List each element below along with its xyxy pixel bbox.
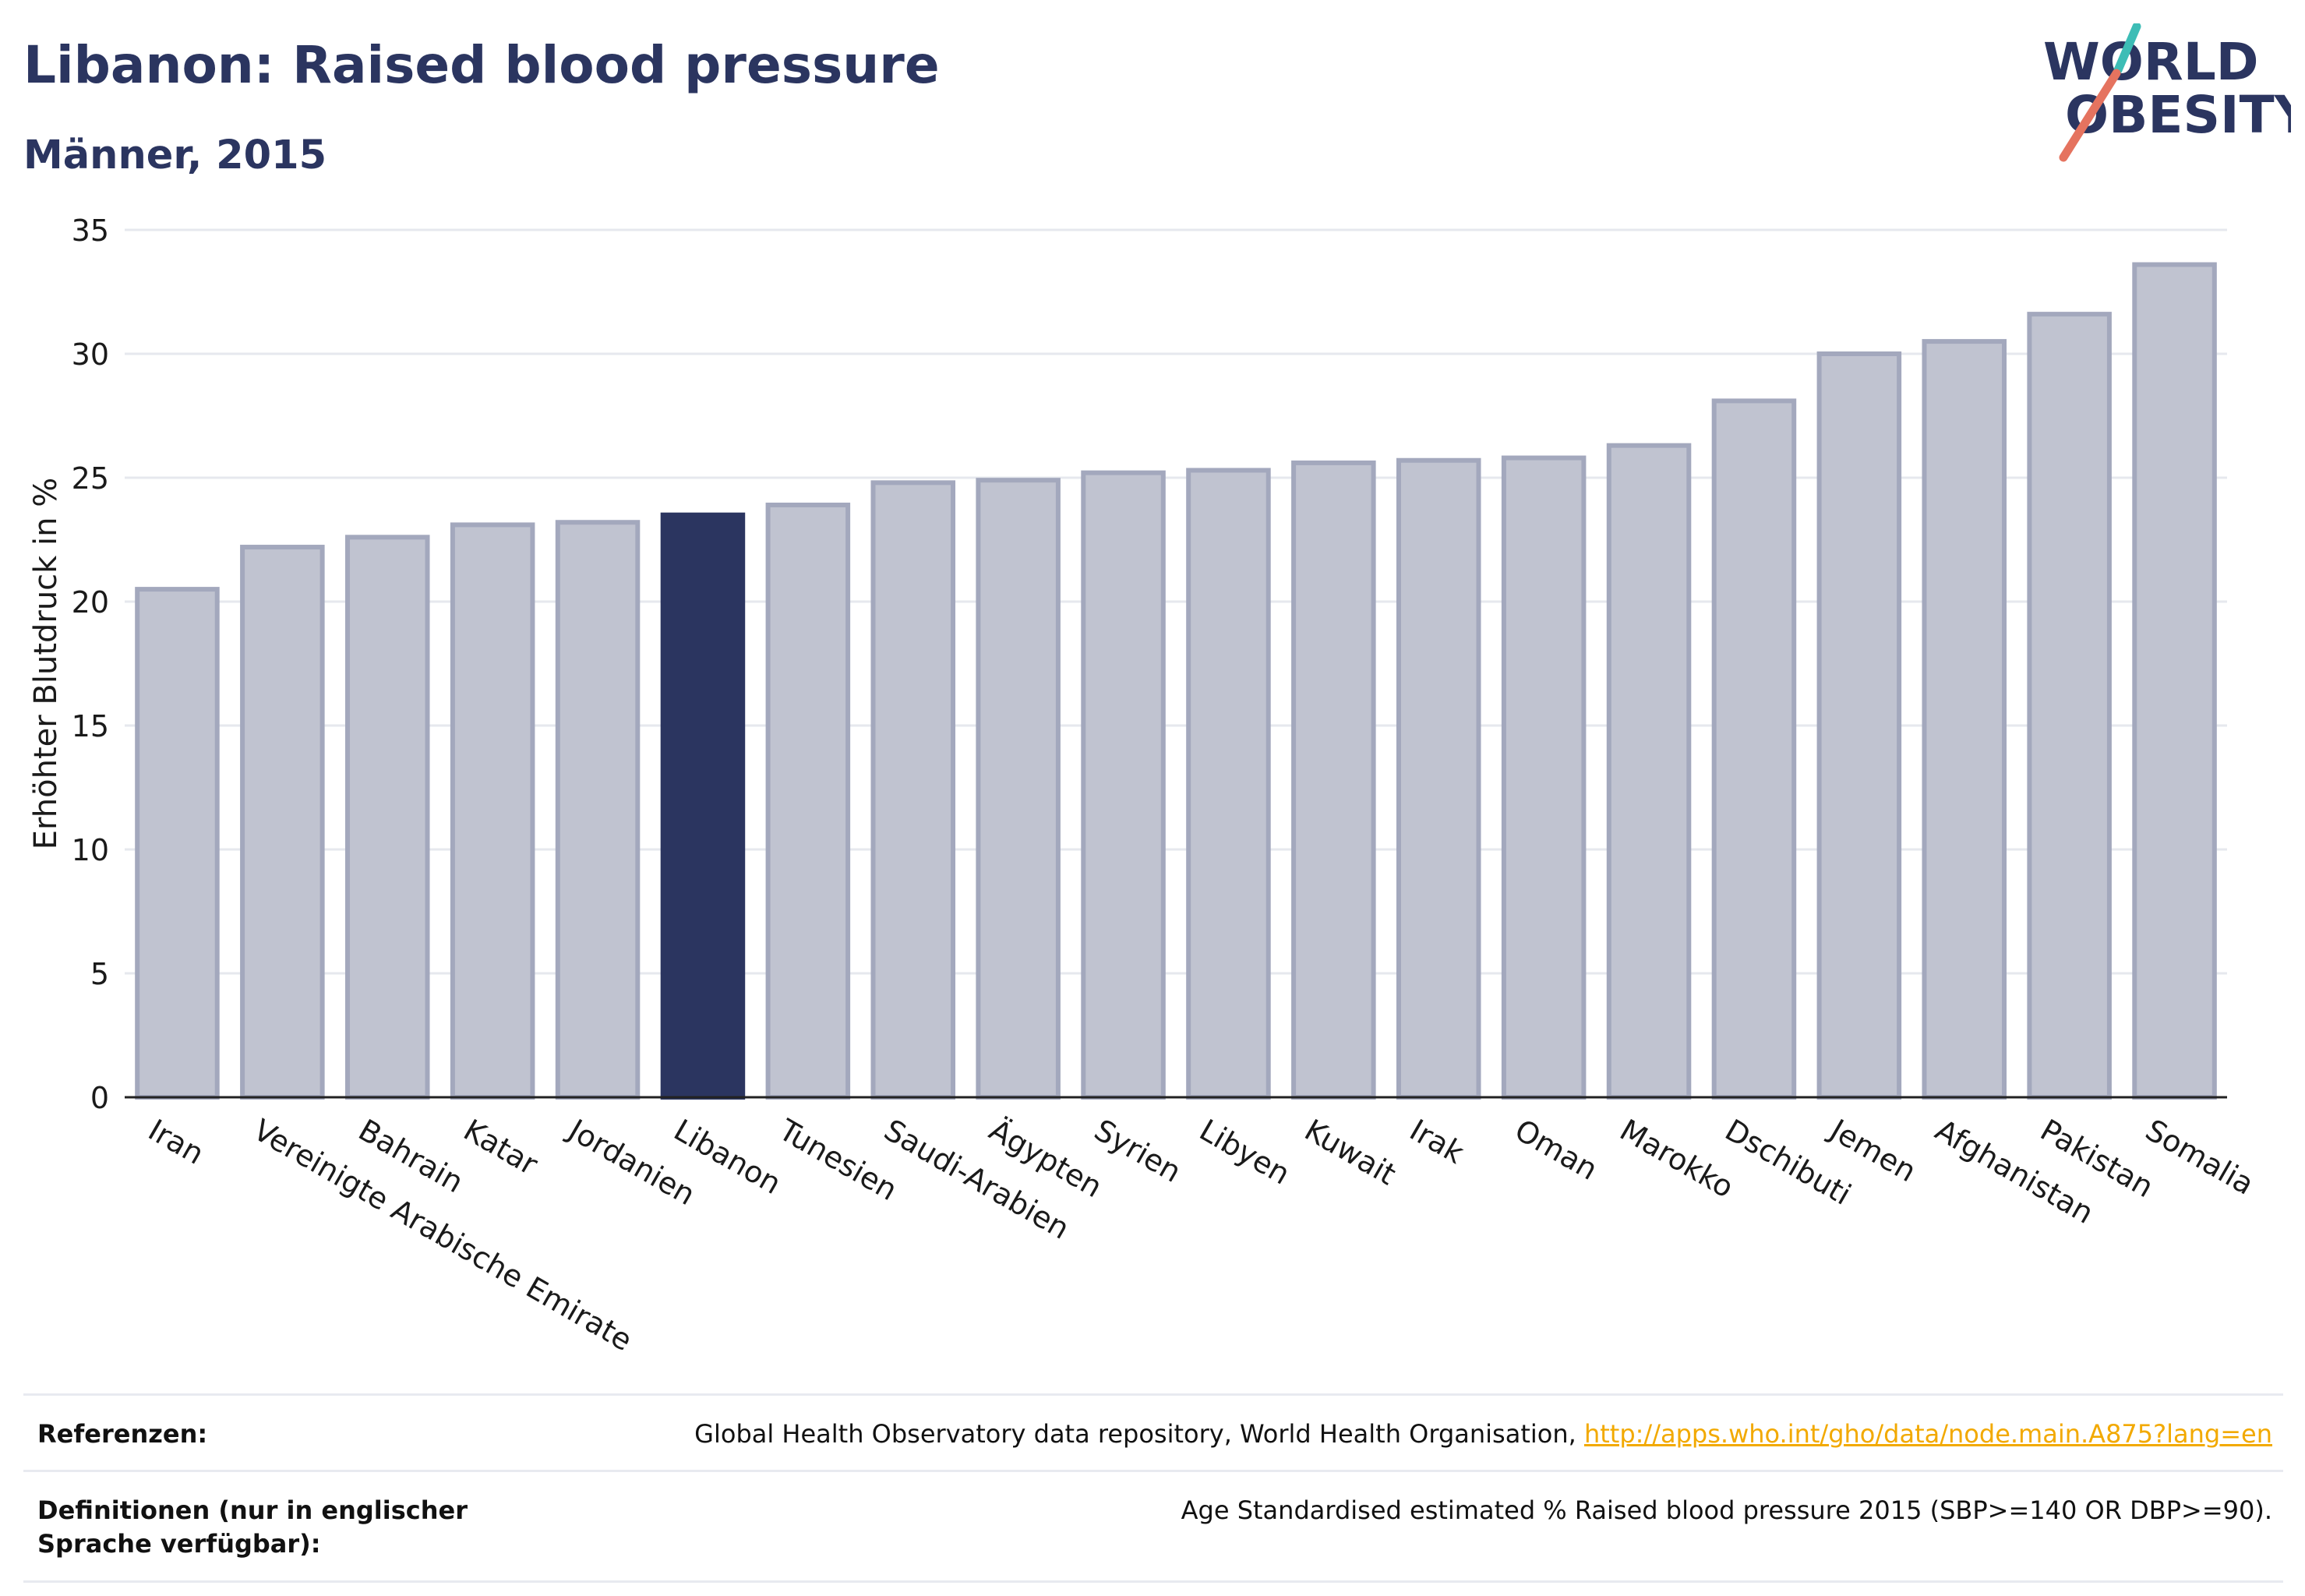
bar-4: [555, 520, 641, 1100]
y-tick-label: 15: [72, 709, 109, 743]
bar-2: [344, 535, 430, 1100]
x-tick-label: Oman: [1509, 1113, 1604, 1187]
bar-17: [1922, 339, 2007, 1100]
logo-line-1: WORLD: [2043, 32, 2259, 92]
x-axis-ticks: Iran Vereinigte Arabische EmirateBahrainK…: [143, 1112, 2260, 1358]
definitions-text: Age Standardised estimated % Raised bloo…: [1181, 1495, 2272, 1526]
y-tick-label: 10: [72, 833, 109, 867]
bar-9: [1081, 470, 1166, 1100]
chart-title: Libanon: Raised blood pressure: [23, 35, 940, 95]
bar-15: [1711, 398, 1797, 1100]
x-tick-label: Kuwait: [1299, 1113, 1402, 1192]
y-tick-label: 5: [90, 957, 109, 991]
references-text-cell: Global Health Observatory data repositor…: [694, 1418, 2272, 1451]
bar-18: [2027, 312, 2112, 1100]
y-tick-label: 25: [72, 461, 109, 496]
bar-10: [1186, 468, 1271, 1100]
definitions-row: Definitionen (nur in englischer Sprache …: [23, 1470, 2283, 1583]
bar-6: [765, 502, 851, 1100]
bars: [135, 262, 2217, 1100]
logo-slash-bottom: [2059, 69, 2121, 162]
logo-slash-top: [2113, 23, 2141, 75]
x-tick-label: Tunesien: [772, 1112, 902, 1207]
references-link[interactable]: http://apps.who.int/gho/data/node.main.A…: [1583, 1419, 2272, 1449]
bar-3: [450, 522, 535, 1100]
definitions-label: Definitionen (nur in englischer Sprache …: [37, 1495, 468, 1559]
grid-lines: [125, 228, 2227, 975]
references-row: Referenzen: Global Health Observatory da…: [23, 1393, 2283, 1470]
y-axis-ticks: 0 5 10 15 20 25 30 35: [72, 214, 109, 1115]
bar-5: [660, 512, 746, 1100]
bar-chart: 0 5 10 15 20 25 30 35 Iran Vereinigte Arabische …: [28, 214, 2260, 1358]
bar-16: [1816, 351, 1902, 1100]
bar-8: [976, 478, 1061, 1100]
bar-11: [1291, 460, 1376, 1100]
chart-subtitle: Männer, 2015: [23, 132, 327, 178]
y-axis-label: Erhöhter Blutdruck in %: [28, 478, 64, 849]
bar-13: [1501, 455, 1587, 1100]
y-tick-label: 20: [72, 585, 109, 620]
y-tick-label: 0: [90, 1081, 109, 1115]
x-tick-label: Iran: [143, 1113, 210, 1171]
references-text: Global Health Observatory data repositor…: [694, 1419, 1584, 1449]
x-tick-label: Libyen: [1194, 1113, 1296, 1192]
bar-19: [2132, 262, 2217, 1100]
references-label: Referenzen:: [37, 1419, 208, 1449]
world-obesity-logo: WORLD OBESITY: [2043, 23, 2291, 162]
y-tick-label: 30: [72, 337, 109, 372]
bar-14: [1606, 443, 1692, 1100]
references-table: Referenzen: Global Health Observatory da…: [23, 1393, 2283, 1583]
x-tick-label: Katar: [458, 1113, 544, 1182]
bar-0: [135, 587, 220, 1100]
bar-1: [240, 545, 325, 1100]
x-tick-label: Marokko: [1615, 1113, 1740, 1205]
bar-7: [870, 480, 956, 1100]
x-tick-label: Irak: [1404, 1113, 1470, 1171]
y-tick-label: 35: [72, 214, 109, 248]
x-tick-label: Somalia: [2140, 1113, 2260, 1202]
bar-12: [1396, 457, 1481, 1100]
x-tick-label: Saudi-Arabien: [878, 1113, 1075, 1246]
